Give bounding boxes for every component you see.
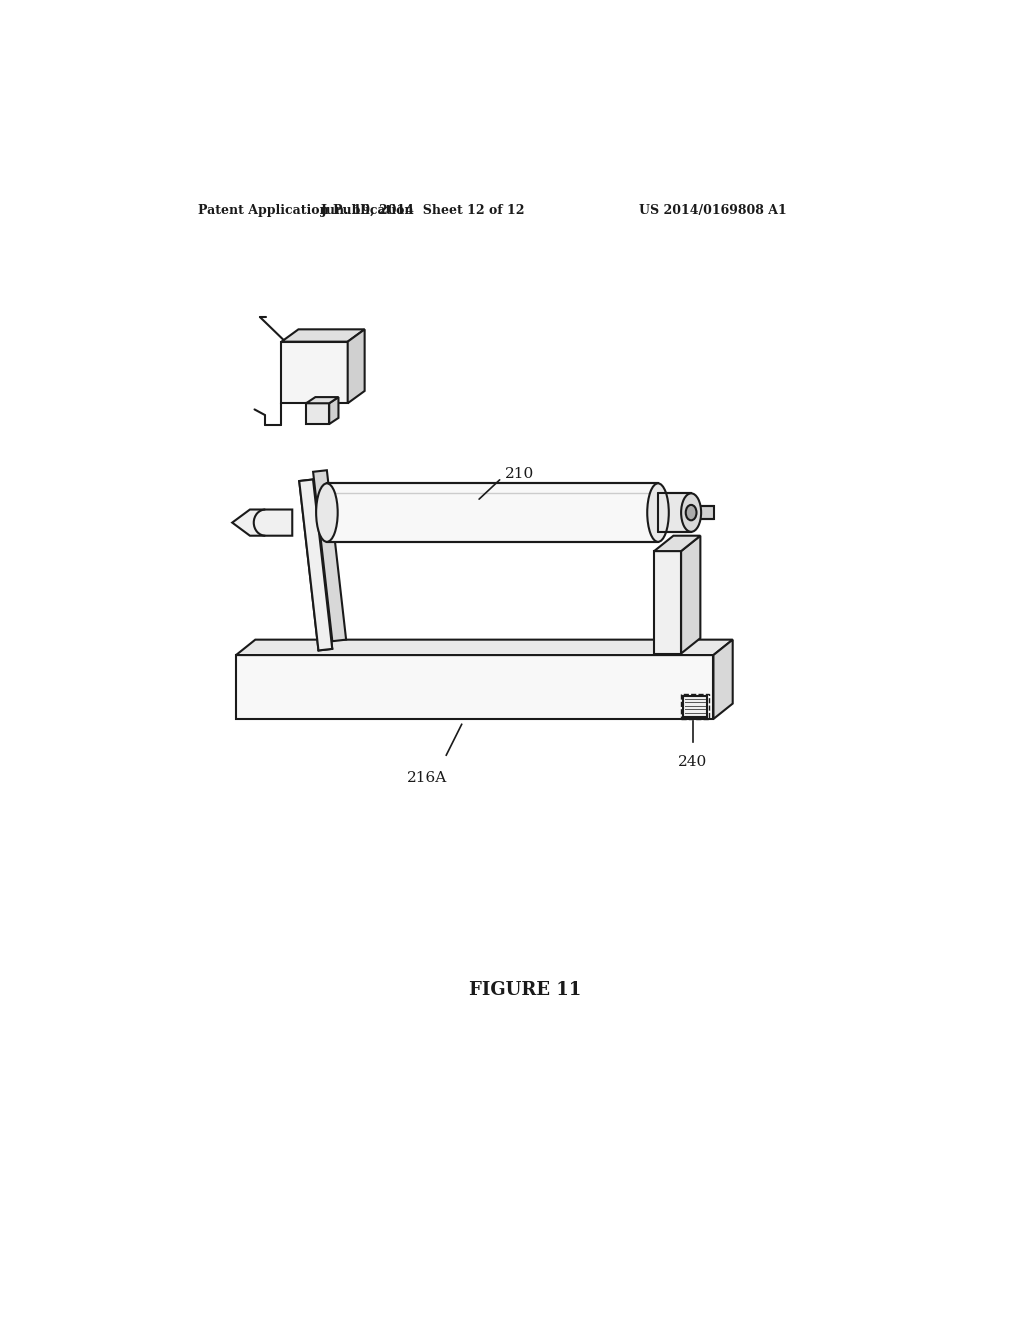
Polygon shape <box>282 330 365 342</box>
Text: FIGURE 11: FIGURE 11 <box>469 981 581 999</box>
Polygon shape <box>327 483 658 543</box>
Polygon shape <box>654 552 681 653</box>
Text: 240: 240 <box>678 755 708 770</box>
Polygon shape <box>299 479 332 651</box>
Polygon shape <box>282 342 348 404</box>
Text: 216A: 216A <box>407 771 447 784</box>
Ellipse shape <box>647 483 669 543</box>
Polygon shape <box>681 536 700 653</box>
Ellipse shape <box>316 483 338 543</box>
Polygon shape <box>232 510 292 536</box>
Polygon shape <box>237 655 714 719</box>
Polygon shape <box>313 470 346 642</box>
Polygon shape <box>658 494 691 532</box>
Polygon shape <box>683 696 707 717</box>
Polygon shape <box>654 536 700 552</box>
Text: Jun. 19, 2014  Sheet 12 of 12: Jun. 19, 2014 Sheet 12 of 12 <box>321 205 525 218</box>
Polygon shape <box>330 397 339 424</box>
Ellipse shape <box>686 506 696 520</box>
Polygon shape <box>237 640 733 655</box>
Polygon shape <box>714 640 733 719</box>
Polygon shape <box>306 397 339 404</box>
Text: 210: 210 <box>505 467 535 480</box>
Polygon shape <box>306 404 330 424</box>
Text: US 2014/0169808 A1: US 2014/0169808 A1 <box>639 205 786 218</box>
Ellipse shape <box>681 494 701 532</box>
Polygon shape <box>348 330 365 404</box>
Polygon shape <box>692 507 714 519</box>
Text: Patent Application Publication: Patent Application Publication <box>199 205 414 218</box>
